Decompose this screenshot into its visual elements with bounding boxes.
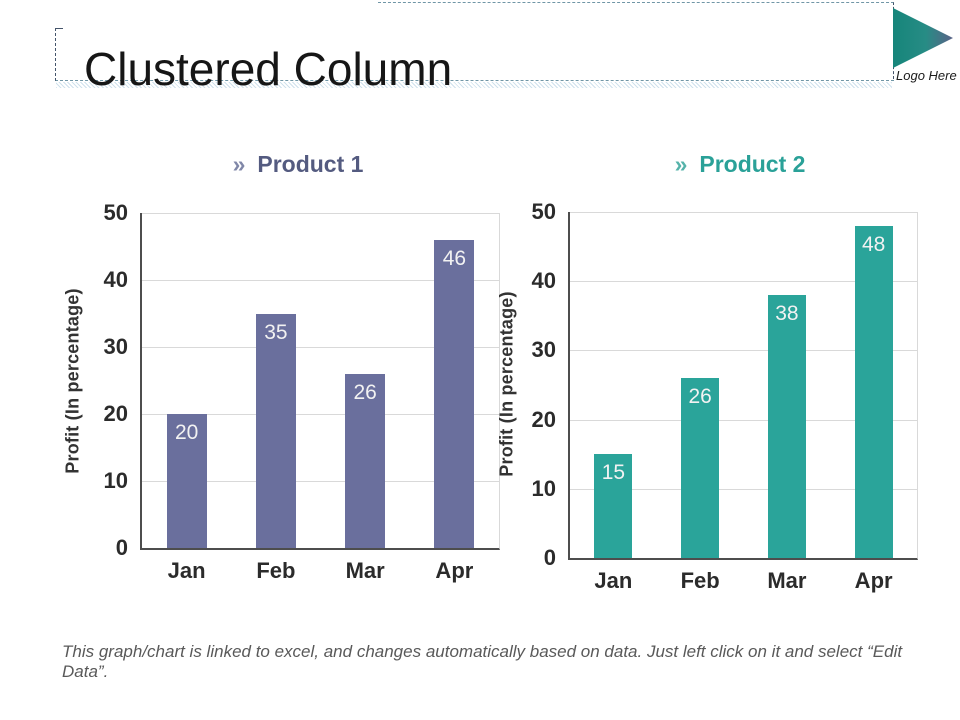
title-placeholder-dashed-box [55,28,894,81]
chevron-bullet-icon: » [232,151,246,177]
x-tick-label-feb: Feb [680,568,720,593]
y-tick-label-20: 20 [103,401,128,426]
bar-value-label: 38 [775,302,799,326]
y-tick-label-10: 10 [103,468,128,493]
x-tick-label-feb: Feb [256,558,296,583]
gridline-20 [570,419,917,421]
chart1-title: » Product 1 [233,151,364,178]
x-tick-label-jan: Jan [594,568,633,593]
x-tick-label-mar: Mar [767,568,807,593]
page-title: Clustered Column [84,42,453,95]
bar-value-label: 26 [353,380,377,404]
bar-value-label: 15 [601,461,626,485]
footer-note: This graph/chart is linked to excel, and… [62,642,903,681]
bar-apr: 46 [434,239,475,548]
bar-jan: 15 [594,454,633,558]
bar-value-label: 26 [688,385,712,409]
gridline-10 [142,481,499,482]
logo-here-label: Logo Here [896,68,957,83]
y-tick-label-30: 30 [103,334,128,359]
chart1-y-axis-title: Profit (In percentage) [62,288,83,474]
bar-value-label: 20 [174,421,199,444]
bar-jan: 20 [166,414,207,548]
bar-mar: 26 [345,373,386,548]
bar-feb: 35 [255,313,296,548]
gridline-50 [142,213,499,214]
logo-triangle-icon [893,8,953,68]
bar-value-label: 46 [442,246,467,270]
gridline-40 [570,281,917,283]
x-tick-label-jan: Jan [167,558,206,583]
y-tick-label-50: 50 [103,200,128,225]
gridline-20 [142,414,499,415]
y-tick-label-50: 50 [531,199,556,224]
bar-feb: 26 [681,378,720,558]
bar-mar: 38 [767,295,806,558]
header-hatch-strip [56,82,892,88]
x-tick-label-mar: Mar [345,558,385,583]
y-tick-label-30: 30 [531,337,556,363]
chevron-bullet-icon: » [674,151,688,177]
placeholder-corner-tick [55,28,63,29]
y-tick-label-0: 0 [115,535,128,560]
gridline-10 [570,488,917,490]
chart2-title: » Product 2 [675,151,806,178]
y-tick-label-40: 40 [531,268,556,294]
chart2-plot-area[interactable]: 0 10 20 30 40 50 15 Jan 26 Feb 38 Mar 48 Apr [532,201,918,593]
chart2-title-text: Product 2 [699,151,806,177]
gridline-30 [142,347,499,348]
x-tick-label-apr: Apr [854,568,893,593]
y-tick-label-20: 20 [531,406,556,432]
x-tick-label-apr: Apr [435,558,474,583]
chart1-plot-area[interactable]: 0 10 20 30 40 50 20 Jan 35 Feb 26 Mar 46 Apr [104,202,500,583]
bar-value-label: 35 [264,320,288,344]
gridline-30 [570,350,917,352]
gridline-50 [570,212,917,213]
gridline-40 [142,280,499,281]
y-tick-label-40: 40 [103,267,128,292]
bar-apr: 48 [854,225,893,558]
chart2-y-axis-title: Profit (In percentage) [496,291,517,477]
bar-value-label: 48 [861,232,886,256]
y-tick-label-0: 0 [543,545,556,570]
chart1-title-text: Product 1 [257,151,364,177]
y-tick-label-10: 10 [531,475,556,501]
